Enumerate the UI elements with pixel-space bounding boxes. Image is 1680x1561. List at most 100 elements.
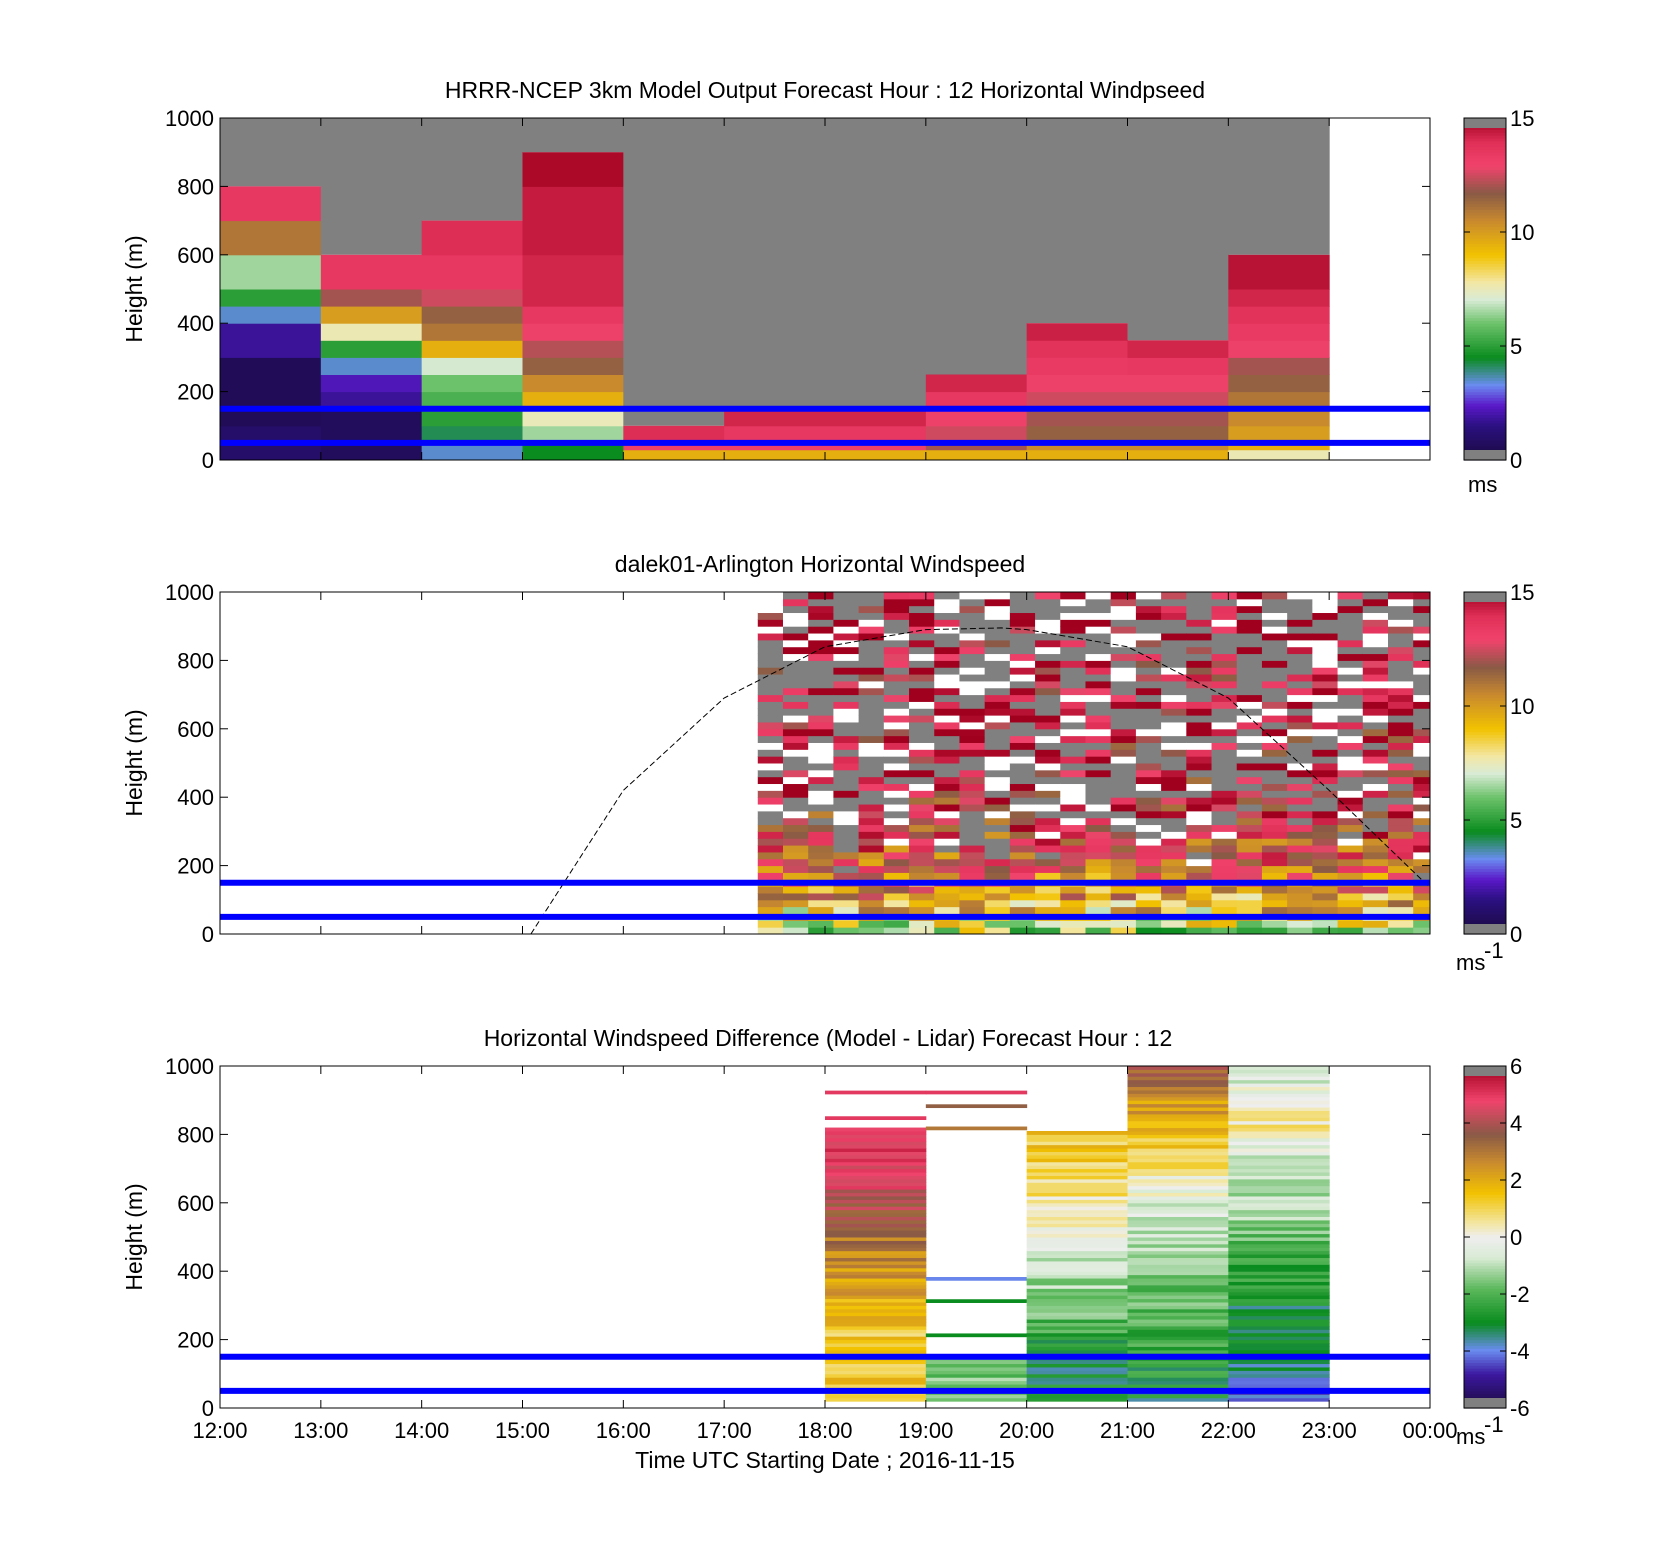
heatmap-cell [1110,776,1137,785]
heatmap-cell [934,810,960,819]
heatmap-cell [808,721,834,730]
heatmap-cell [1060,872,1086,880]
heatmap-cell [1035,756,1061,764]
colorbar-swatch [1464,646,1506,650]
heatmap-cell [1362,592,1389,600]
heatmap-cell [1060,728,1086,737]
heatmap-cell [1009,810,1036,819]
heatmap-cell [883,824,910,832]
heatmap-cell [1135,701,1162,709]
colorbar-swatch [1464,1151,1506,1155]
heatmap-cell [959,899,986,908]
heatmap-cell [1110,612,1137,620]
heatmap-cell [925,408,1028,427]
heatmap-cell [1287,708,1313,716]
heatmap-cell [1228,1189,1330,1194]
heatmap-cell [1186,776,1213,785]
colorbar-swatch [1464,914,1506,918]
heatmap-cell [1127,1291,1229,1296]
heatmap-cell [1026,1305,1128,1310]
heatmap-cell [808,728,834,737]
heatmap-cell [1236,790,1263,798]
heatmap-cell [1312,790,1339,798]
heatmap-cell [1127,1271,1229,1276]
heatmap-cell [1261,776,1288,785]
heatmap-cell [1026,1271,1128,1276]
heatmap-cell [1110,667,1137,675]
heatmap-cell [1127,1288,1229,1293]
heatmap-cell [1413,728,1430,737]
heatmap-cell [934,674,960,682]
colorbar-swatch [1464,1234,1506,1238]
heatmap-cell [984,763,1011,771]
heatmap-cell [1413,763,1430,771]
heatmap-cell [1161,872,1187,880]
heatmap-cell [959,831,986,839]
heatmap-cell [1060,708,1086,716]
colorbar-swatch [1464,1390,1506,1395]
colorbar-swatch [1464,831,1506,835]
heatmap-cell [1127,1370,1229,1375]
heatmap-cell [1135,708,1162,716]
heatmap-cell [808,783,834,791]
heatmap-cell [1337,858,1364,867]
heatmap-cell [782,769,809,778]
colorbar-swatch [1464,600,1506,604]
heatmap-cell [1035,660,1061,668]
colorbar-swatch [1464,822,1506,827]
colorbar-swatch [1464,723,1506,727]
heatmap-cell [1035,831,1061,839]
heatmap-cell [825,1298,927,1303]
heatmap-cell [1228,1120,1330,1125]
heatmap-cell [782,824,809,832]
heatmap-cell [782,715,809,723]
heatmap-cell [984,612,1011,620]
heatmap-cell [1110,783,1137,791]
heatmap-cell [1085,721,1112,730]
heatmap-cell [825,1250,927,1255]
heatmap-cell [1287,817,1313,826]
colorbar-swatch [1464,677,1506,681]
x-tick-label: 20:00 [999,1418,1054,1443]
heatmap-cell [782,797,809,805]
heatmap-cell [1026,408,1128,427]
heatmap-cell [984,708,1011,716]
heatmap-cell [909,674,935,682]
heatmap-cell [1026,1199,1128,1204]
heatmap-cell [1312,749,1339,757]
colorbar-swatch [1464,1214,1506,1218]
heatmap-cell [1026,1172,1128,1176]
heatmap-cell [808,756,834,764]
heatmap-cell [825,1373,927,1378]
heatmap-cell [1026,391,1128,410]
heatmap-cell [934,892,960,901]
heatmap-cell [1026,1240,1128,1245]
heatmap-cell [1009,605,1036,614]
heatmap-cell [1186,605,1213,614]
heatmap-cell [782,756,809,764]
heatmap-cell [808,906,834,914]
colorbar-swatch [1464,1137,1506,1141]
heatmap-cell [1161,797,1187,805]
colorbar-swatch [1464,328,1506,333]
heatmap-cell [1127,1206,1229,1211]
colorbar-swatch [1464,828,1506,832]
no-data-cell [522,118,624,153]
heatmap-cell [1035,797,1061,805]
heatmap-cell [757,783,784,791]
heatmap-cell [1261,858,1288,867]
heatmap-cell [1261,708,1288,716]
heatmap-cell [782,735,809,743]
heatmap-cell [808,927,834,934]
heatmap-cell [825,1165,927,1170]
heatmap-cell [1337,769,1364,778]
heatmap-cell [1337,831,1364,839]
heatmap-cell [825,1301,927,1306]
colorbar-frame [1463,117,1507,461]
heatmap-cell [1337,728,1364,737]
heatmap-cell [1026,1223,1128,1228]
heatmap-cell [909,619,935,627]
heatmap-cell [1362,797,1389,805]
no-data-cell [421,118,523,221]
heatmap-cell [984,756,1011,764]
